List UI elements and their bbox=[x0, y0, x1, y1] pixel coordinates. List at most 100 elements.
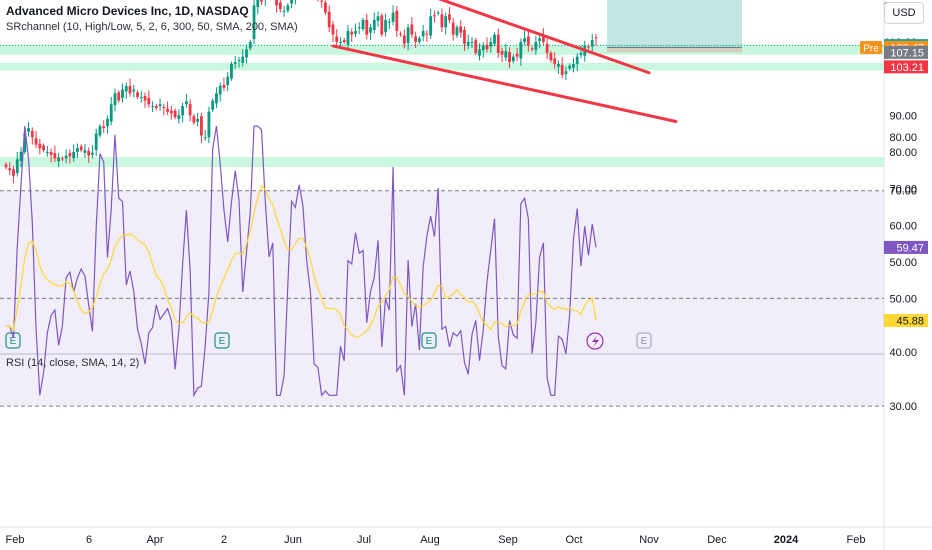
candle-body bbox=[64, 155, 68, 159]
candle-body bbox=[218, 85, 222, 95]
candle-body bbox=[545, 43, 549, 53]
candle-body bbox=[286, 5, 290, 11]
rsi-badge-label: 59.47 bbox=[896, 242, 924, 254]
candle-body bbox=[151, 106, 154, 108]
candle-body bbox=[564, 71, 568, 75]
candle-body bbox=[113, 93, 117, 106]
candle-body bbox=[248, 41, 252, 49]
time-tick-label: 2024 bbox=[774, 534, 799, 546]
candle-body bbox=[124, 85, 128, 92]
candle-body bbox=[60, 158, 64, 160]
candle-body bbox=[173, 110, 177, 118]
price-tick-label: 60.00 bbox=[889, 220, 917, 232]
candle-body bbox=[369, 27, 372, 33]
time-tick-label: Feb bbox=[6, 534, 25, 546]
candle-body bbox=[327, 11, 331, 28]
rsi-label[interactable]: RSI (14, close, SMA, 14, 2) bbox=[6, 357, 140, 369]
earnings-marker-icon bbox=[5, 332, 21, 349]
candle-body bbox=[587, 46, 590, 48]
earnings-marker-icon bbox=[636, 332, 652, 349]
candle-body bbox=[455, 27, 459, 36]
candle-body bbox=[451, 22, 455, 35]
candle-body bbox=[429, 16, 433, 36]
candle-body bbox=[132, 89, 136, 92]
candle-body bbox=[534, 41, 538, 51]
earnings-marker-icon bbox=[214, 332, 230, 349]
candle-body bbox=[372, 19, 376, 31]
time-tick-label: 6 bbox=[86, 534, 92, 546]
earnings-marker-icon bbox=[421, 332, 437, 349]
candle-body bbox=[181, 106, 185, 116]
candle-body bbox=[530, 48, 534, 50]
candle-body bbox=[504, 51, 508, 58]
rsi-tick-label: 30.00 bbox=[889, 401, 917, 413]
candle-body bbox=[27, 128, 30, 132]
candle-body bbox=[406, 27, 410, 43]
time-tick-label: Aug bbox=[420, 534, 440, 546]
currency-button[interactable]: USD bbox=[884, 2, 924, 24]
sr-zone bbox=[0, 157, 884, 167]
rsi-tick-label: 70.00 bbox=[889, 186, 917, 198]
candle-body bbox=[417, 38, 421, 42]
candle-body bbox=[109, 104, 113, 122]
time-tick-label: Feb bbox=[847, 534, 866, 546]
time-tick-label: Nov bbox=[639, 534, 659, 546]
price-badge-label: 107.15 bbox=[890, 47, 924, 59]
candle-body bbox=[553, 58, 557, 64]
price-tick-label: 50.00 bbox=[889, 257, 917, 269]
candle-body bbox=[357, 27, 361, 29]
candle-body bbox=[158, 104, 162, 107]
candle-body bbox=[399, 33, 402, 35]
candle-body bbox=[402, 35, 406, 44]
candle-body bbox=[72, 151, 76, 159]
earnings-marker-label: E bbox=[10, 336, 17, 347]
candle-body bbox=[391, 12, 395, 22]
trendline-upper bbox=[437, 0, 651, 75]
candle-body bbox=[184, 101, 188, 105]
candle-body bbox=[275, 0, 278, 6]
candle-body bbox=[38, 143, 42, 149]
candle-body bbox=[245, 49, 248, 58]
candle-body bbox=[448, 14, 451, 20]
position-profit-zone bbox=[607, 0, 742, 48]
candle-body bbox=[230, 63, 233, 79]
candle-body bbox=[136, 92, 139, 97]
candle-body bbox=[139, 96, 143, 98]
earnings-marker-label: E bbox=[426, 336, 433, 347]
time-tick-label: Jun bbox=[284, 534, 302, 546]
candle-body bbox=[444, 16, 448, 28]
candle-body bbox=[42, 145, 45, 151]
candle-body bbox=[128, 85, 132, 94]
candle-body bbox=[489, 41, 493, 47]
candle-body bbox=[188, 104, 192, 116]
candle-body bbox=[211, 100, 215, 110]
candle-body bbox=[169, 110, 173, 114]
candle-body bbox=[83, 150, 87, 153]
indicator-label[interactable]: SRchannel (10, High/Low, 5, 2, 6, 300, 5… bbox=[6, 21, 298, 33]
candle-body bbox=[34, 138, 38, 145]
time-tick-label: Sep bbox=[498, 534, 518, 546]
candle-body bbox=[4, 164, 8, 168]
candle-body bbox=[91, 152, 94, 155]
candle-body bbox=[166, 108, 169, 112]
candle-body bbox=[470, 41, 474, 43]
candle-body bbox=[560, 64, 564, 75]
candle-body bbox=[87, 151, 91, 156]
candle-body bbox=[335, 36, 339, 42]
candle-body bbox=[53, 153, 57, 159]
candle-body bbox=[440, 14, 444, 28]
chart-title[interactable]: Advanced Micro Devices Inc, 1D, NASDAQ bbox=[6, 4, 249, 18]
candle-body bbox=[331, 24, 335, 35]
candle-body bbox=[226, 76, 230, 86]
candle-body bbox=[98, 126, 102, 136]
candle-body bbox=[252, 5, 256, 40]
candle-body bbox=[410, 24, 414, 35]
candle-body bbox=[549, 52, 553, 61]
candle-body bbox=[45, 151, 49, 153]
price-badge bbox=[884, 45, 928, 59]
candle-body bbox=[346, 30, 350, 45]
candle-body bbox=[481, 45, 485, 51]
rsi-tick-label: 80.00 bbox=[889, 132, 917, 144]
candle-body bbox=[515, 53, 519, 57]
